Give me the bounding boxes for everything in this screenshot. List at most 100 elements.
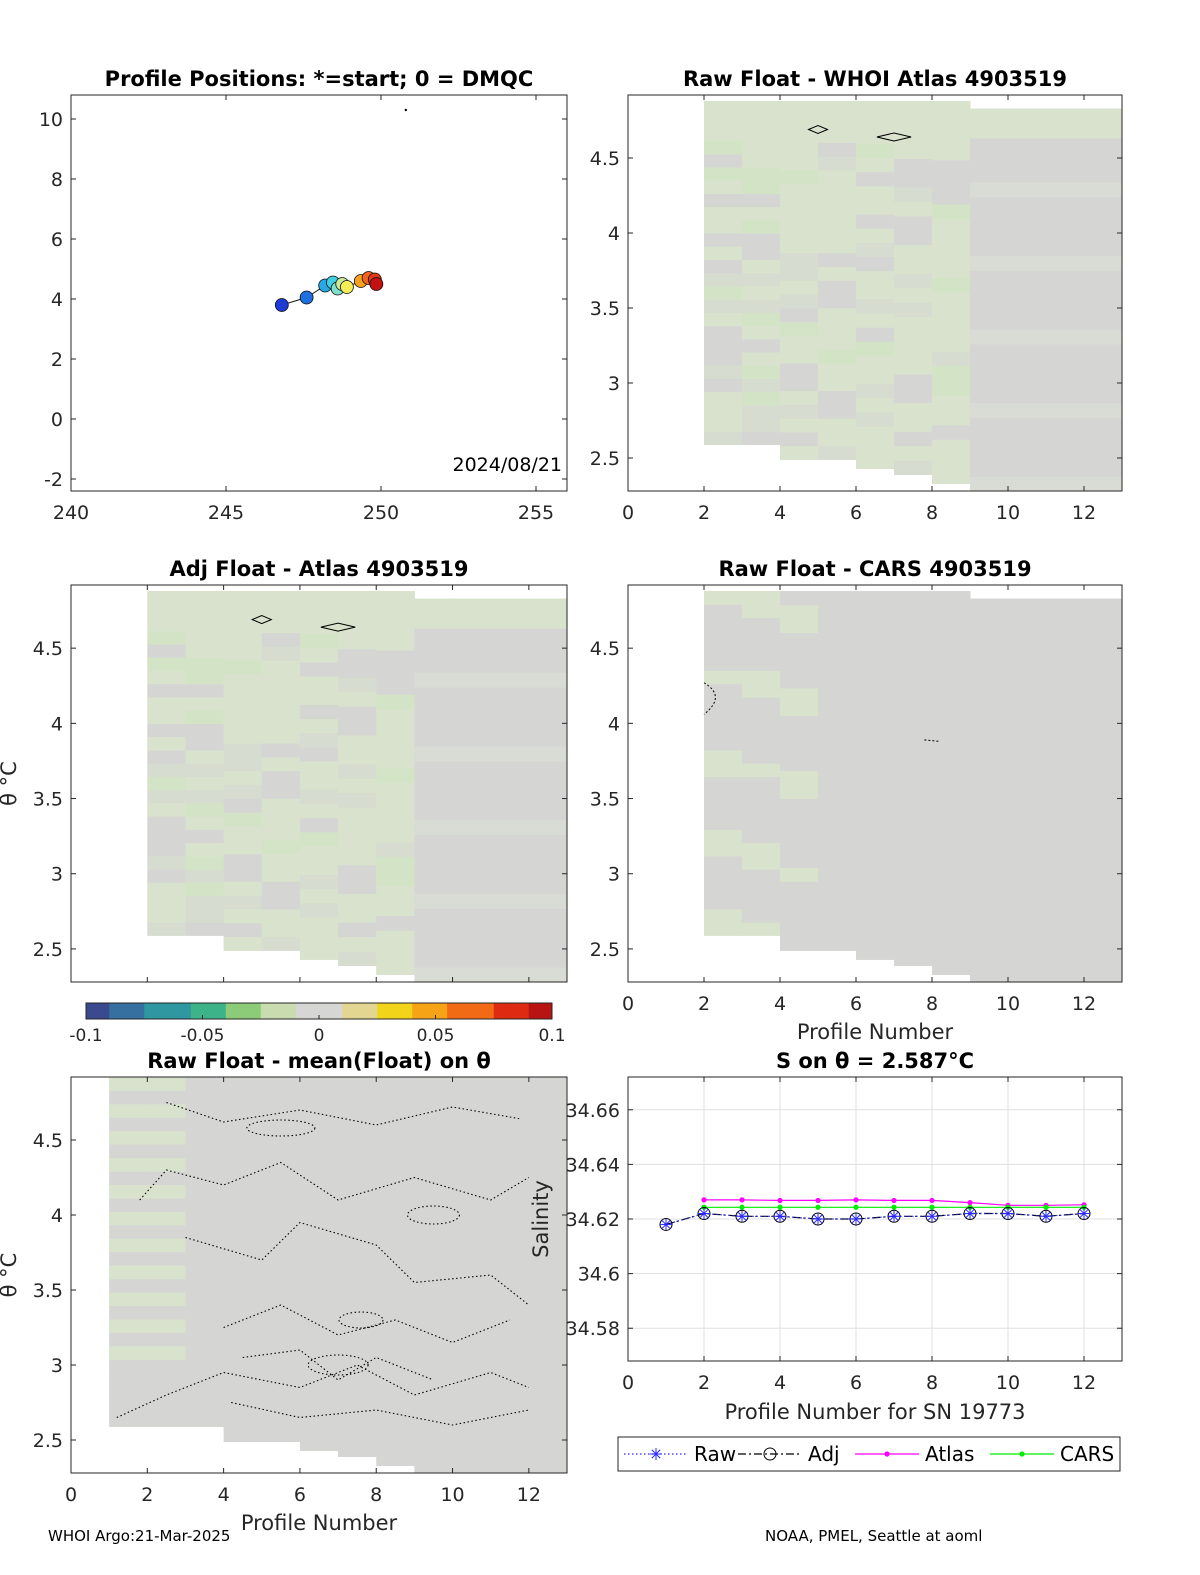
- raw-cars-field-cell: [1084, 746, 1123, 762]
- adj-atlas-field-cell: [414, 893, 454, 909]
- adj-atlas-field-cell: [261, 729, 301, 744]
- raw-cars-field-cell: [894, 619, 933, 635]
- salinity-ytick-label: 34.62: [566, 1209, 620, 1231]
- raw-cars-field-cell: [742, 895, 781, 910]
- raw-cars-field-cell: [742, 604, 781, 619]
- raw-mean-contour: [116, 1364, 530, 1419]
- raw-whoi-field-cell: [856, 157, 895, 173]
- raw-whoi-field-cell: [818, 335, 857, 350]
- raw-whoi-field-cell: [780, 321, 819, 336]
- raw-mean-field-cell: [261, 1105, 301, 1120]
- adj-atlas-field-cell: [528, 613, 568, 629]
- adj-atlas-field-cell: [261, 715, 301, 730]
- salinity-title: S on θ = 2.587°C: [776, 1049, 974, 1073]
- adj-atlas-field-cell: [452, 864, 492, 880]
- raw-mean-field-cell: [338, 1222, 377, 1239]
- raw-cars-field-cell: [818, 770, 857, 786]
- adj-atlas-field-cell: [223, 853, 263, 868]
- adj-atlas-field-cell: [185, 895, 225, 910]
- raw-cars-field-cell: [780, 632, 819, 647]
- raw-whoi-field-cell: [970, 373, 1009, 389]
- salinity-xtick-label: 6: [850, 1372, 862, 1394]
- raw-cars-field-cell: [704, 895, 743, 910]
- raw-cars-field-cell: [742, 723, 781, 738]
- raw-whoi-chart: Raw Float - WHOI Atlas 4903519 2.5 3 3.5 4 4.…: [590, 67, 1123, 524]
- raw-cars-field-cell: [704, 710, 743, 724]
- raw-cars-field-cell: [704, 749, 743, 764]
- adj-atlas-field-cell: [376, 944, 415, 961]
- raw-cars-field-cell: [1084, 760, 1123, 777]
- raw-mean-field-cell: [109, 1372, 148, 1387]
- raw-cars-field-cell: [932, 679, 971, 695]
- raw-cars-field-cell: [818, 743, 857, 758]
- adj-atlas-field-cell: [299, 931, 339, 946]
- raw-cars-field-cell: [704, 643, 743, 658]
- raw-mean-contour: [185, 1221, 530, 1306]
- raw-mean-ytick-label: 4.5: [33, 1130, 63, 1152]
- adj-atlas-field-cell: [376, 738, 415, 754]
- series-point-atlas: [777, 1197, 783, 1204]
- raw-mean-field-cell: [376, 1256, 415, 1272]
- raw-mean-field-cell: [223, 1273, 263, 1288]
- raw-whoi-field-cell: [742, 153, 781, 168]
- adj-atlas-field-cell: [299, 619, 339, 635]
- raw-cars-field-cell: [1046, 760, 1085, 777]
- raw-cars-field-cell: [1046, 701, 1085, 718]
- adj-atlas-field-cell: [223, 784, 263, 799]
- raw-mean-field-cell: [338, 1135, 377, 1151]
- raw-whoi-field-cell: [1046, 402, 1085, 418]
- raw-whoi-field-cell: [818, 225, 857, 240]
- raw-mean-field-cell: [414, 1259, 454, 1276]
- adj-atlas-field-cell: [376, 679, 415, 695]
- raw-mean-field-cell: [528, 1320, 568, 1337]
- raw-whoi-field-cell: [1008, 240, 1047, 257]
- raw-mean-field-cell: [147, 1251, 186, 1266]
- colorbar-segment: [120, 1003, 134, 1019]
- adj-atlas-field-cell: [452, 760, 492, 777]
- raw-mean-field-cell: [338, 1208, 377, 1224]
- positions-xtick-label: 245: [208, 502, 244, 524]
- raw-cars-field-cell: [818, 604, 857, 620]
- raw-cars-field-cell: [704, 696, 743, 711]
- adj-atlas-field-cell: [452, 937, 492, 954]
- colorbar-segment: [307, 1003, 320, 1019]
- raw-whoi-field-cell: [932, 395, 971, 411]
- raw-cars-field-cell: [894, 893, 933, 909]
- raw-whoi-field-cell: [780, 376, 819, 392]
- adj-atlas-field-cell: [490, 613, 530, 629]
- adj-atlas-field-cell: [414, 716, 454, 732]
- adj-atlas-field-cell: [185, 763, 225, 777]
- raw-mean-field-cell: [299, 1105, 339, 1121]
- raw-cars-field-cell: [1046, 908, 1085, 924]
- adj-atlas-chart: Adj Float - Atlas 4903519 2.5 3 3.5 4 4.5 θ °C: [0, 557, 568, 983]
- adj-atlas-field-cell: [452, 908, 492, 924]
- raw-whoi-field-cell: [1084, 211, 1123, 227]
- adj-atlas-field-cell: [338, 907, 377, 923]
- adj-atlas-field-cell: [528, 598, 568, 614]
- adj-atlas-field-cell: [490, 672, 530, 688]
- raw-cars-field-cell: [970, 908, 1009, 924]
- raw-mean-field-cell: [376, 1331, 415, 1347]
- raw-cars-field-cell: [970, 937, 1009, 954]
- raw-whoi-field-cell: [856, 341, 895, 356]
- salinity-ytick-label: 34.66: [566, 1100, 620, 1122]
- raw-whoi-field-cell: [932, 248, 971, 264]
- raw-mean-field-cell: [528, 1244, 568, 1261]
- raw-whoi-field-cell: [1084, 388, 1123, 404]
- positions-ytick-label: 6: [51, 229, 63, 251]
- raw-mean-field-cell: [223, 1189, 263, 1204]
- raw-cars-field-cell: [856, 661, 895, 677]
- colorbar-segment: [179, 1003, 192, 1019]
- raw-cars-field-cell: [742, 855, 781, 870]
- raw-whoi-field-cell: [856, 369, 895, 385]
- colorbar-segment: [249, 1003, 262, 1019]
- raw-mean-title: Raw Float - mean(Float) on θ: [147, 1049, 491, 1073]
- adj-atlas-field-cell: [452, 598, 492, 614]
- adj-atlas-field-cell: [147, 763, 186, 777]
- raw-whoi-field-cell: [780, 225, 819, 240]
- raw-whoi-field-cell: [1084, 476, 1123, 492]
- raw-cars-field-cell: [742, 763, 781, 777]
- adj-atlas-field-cell: [299, 789, 339, 805]
- adj-atlas-field-cell: [528, 952, 568, 968]
- adj-atlas-field-cell: [261, 784, 301, 799]
